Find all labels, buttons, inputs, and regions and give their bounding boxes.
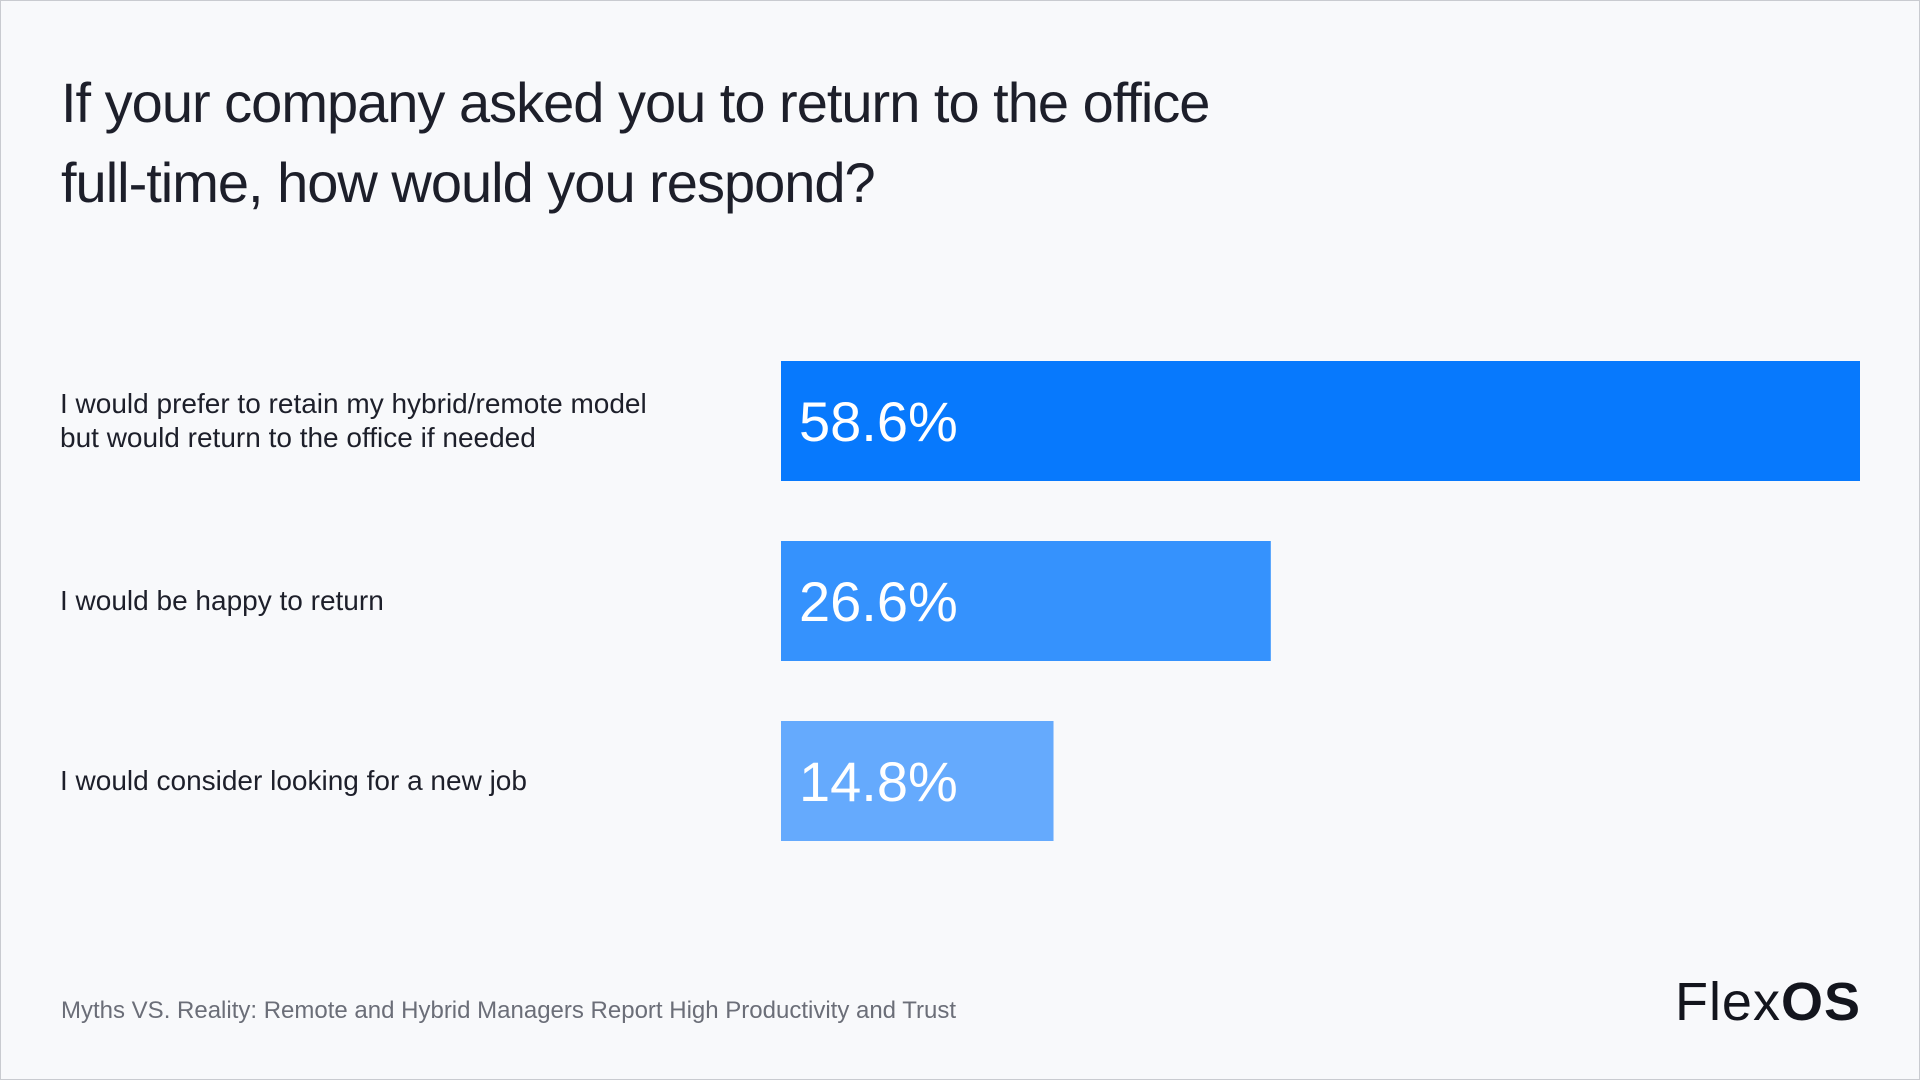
category-label-3: I would consider looking for a new job	[60, 741, 740, 821]
bar-2	[781, 541, 1271, 661]
logo-part-os: OS	[1780, 972, 1861, 1032]
bar-3-value-label: 14.8%	[799, 750, 958, 813]
bar-1-value-label: 58.6%	[799, 390, 958, 453]
flexos-logo: FlexOS	[1675, 971, 1861, 1033]
logo-part-flex: Flex	[1674, 972, 1781, 1032]
category-label-1-line-1: I would prefer to retain my hybrid/remot…	[60, 388, 647, 419]
source-caption: Myths VS. Reality: Remote and Hybrid Man…	[61, 997, 957, 1024]
category-label-3-text: I would consider looking for a new job	[60, 765, 527, 796]
bar-3	[781, 721, 1054, 841]
category-label-2: I would be happy to return	[60, 561, 740, 641]
chart-title-line-1: If your company asked you to return to t…	[61, 71, 1210, 134]
category-label-1-line-2: but would return to the office if needed	[60, 422, 536, 453]
category-label-1: I would prefer to retain my hybrid/remot…	[60, 381, 740, 461]
bar-1	[781, 361, 1860, 481]
chart-title: If your company asked you to return to t…	[61, 63, 1361, 223]
bar-2-value-label: 26.6%	[799, 570, 958, 633]
chart-title-line-2: full-time, how would you respond?	[61, 151, 876, 214]
category-label-2-text: I would be happy to return	[60, 585, 384, 616]
